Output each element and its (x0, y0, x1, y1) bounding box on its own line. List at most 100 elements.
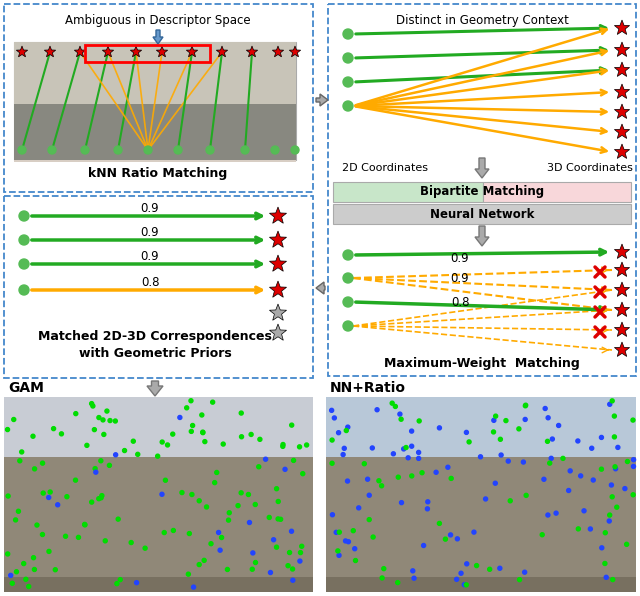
Circle shape (540, 533, 544, 537)
Circle shape (543, 406, 547, 411)
PathPatch shape (614, 144, 630, 159)
Circle shape (392, 452, 396, 456)
Circle shape (116, 517, 120, 521)
Text: Bipartite Matching: Bipartite Matching (420, 185, 544, 198)
Circle shape (344, 429, 348, 433)
Circle shape (290, 423, 294, 427)
Circle shape (298, 551, 303, 555)
Circle shape (185, 406, 189, 410)
Circle shape (248, 520, 252, 524)
Circle shape (343, 321, 353, 331)
Circle shape (65, 495, 69, 499)
Circle shape (343, 53, 353, 63)
Circle shape (600, 436, 604, 439)
Circle shape (276, 517, 280, 521)
Circle shape (365, 477, 370, 481)
PathPatch shape (272, 46, 284, 57)
Circle shape (449, 476, 453, 480)
Circle shape (517, 427, 521, 431)
Circle shape (6, 427, 10, 432)
Circle shape (18, 459, 22, 463)
Circle shape (264, 457, 268, 461)
Circle shape (367, 517, 371, 522)
Circle shape (275, 487, 278, 491)
Circle shape (434, 470, 438, 474)
Circle shape (189, 429, 193, 433)
Circle shape (475, 564, 479, 567)
Circle shape (353, 558, 358, 563)
PathPatch shape (614, 262, 630, 277)
Circle shape (221, 442, 225, 446)
Circle shape (81, 146, 89, 154)
Circle shape (101, 418, 105, 422)
Circle shape (74, 412, 78, 415)
Circle shape (40, 461, 45, 465)
Circle shape (398, 412, 402, 416)
Circle shape (608, 402, 612, 406)
Circle shape (188, 532, 191, 536)
Circle shape (283, 467, 287, 471)
Circle shape (346, 540, 351, 544)
Circle shape (47, 495, 51, 499)
Circle shape (524, 403, 527, 407)
Circle shape (33, 567, 36, 572)
Circle shape (506, 459, 510, 463)
Circle shape (380, 484, 383, 488)
Circle shape (454, 578, 459, 581)
Circle shape (190, 492, 194, 496)
Circle shape (197, 563, 201, 567)
Circle shape (341, 452, 345, 457)
FancyArrow shape (147, 381, 163, 396)
Circle shape (83, 523, 86, 526)
Circle shape (134, 581, 139, 585)
Circle shape (612, 414, 616, 418)
Circle shape (162, 530, 166, 535)
Circle shape (362, 462, 366, 465)
Circle shape (522, 460, 525, 464)
Bar (4, 457, 313, 577)
Text: 0.9: 0.9 (141, 201, 159, 215)
Circle shape (163, 478, 168, 482)
PathPatch shape (614, 84, 630, 98)
Circle shape (402, 447, 406, 451)
Circle shape (437, 522, 442, 526)
Circle shape (464, 583, 468, 587)
Circle shape (623, 486, 627, 491)
Circle shape (105, 409, 109, 413)
Circle shape (610, 399, 614, 403)
Circle shape (484, 497, 488, 501)
Circle shape (343, 29, 353, 39)
Circle shape (456, 537, 460, 541)
PathPatch shape (246, 46, 258, 57)
Circle shape (201, 431, 205, 434)
Circle shape (275, 545, 278, 549)
Circle shape (557, 424, 561, 427)
Circle shape (287, 551, 292, 554)
Circle shape (94, 470, 98, 474)
Circle shape (301, 471, 305, 476)
Circle shape (422, 544, 426, 548)
Circle shape (13, 518, 17, 522)
Circle shape (250, 567, 254, 571)
Circle shape (40, 532, 44, 536)
Circle shape (632, 458, 636, 462)
Circle shape (15, 570, 19, 574)
Circle shape (298, 445, 301, 449)
Bar (328, 4, 636, 376)
Circle shape (200, 413, 204, 417)
Bar (326, 397, 636, 592)
Circle shape (249, 433, 253, 436)
Bar (14, 150, 296, 162)
Text: kNN Ratio Matching: kNN Ratio Matching (88, 166, 228, 179)
Circle shape (114, 453, 118, 457)
Circle shape (337, 530, 341, 534)
Bar (14, 114, 296, 126)
Circle shape (253, 561, 257, 564)
Circle shape (136, 452, 140, 457)
Text: Matched 2D-3D Correspondences
with Geometric Priors: Matched 2D-3D Correspondences with Geome… (38, 330, 272, 360)
PathPatch shape (614, 104, 630, 119)
PathPatch shape (289, 46, 301, 57)
PathPatch shape (269, 281, 287, 297)
Circle shape (498, 566, 502, 570)
Text: 0.9: 0.9 (141, 225, 159, 238)
